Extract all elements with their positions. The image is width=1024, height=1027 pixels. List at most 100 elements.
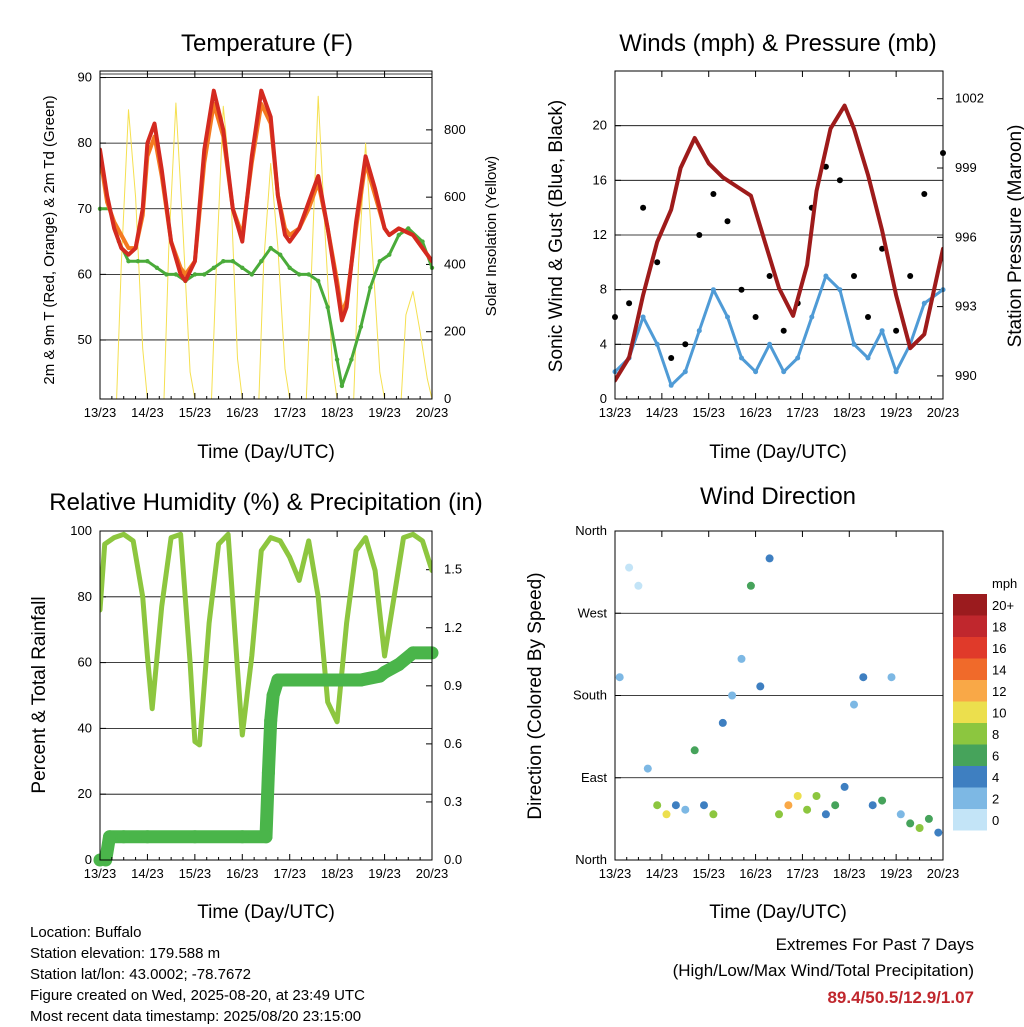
dewpoint-point [145, 259, 150, 264]
humidity-x-tick-label: 15/23 [179, 866, 212, 881]
direction-point [868, 801, 877, 810]
direction-point [709, 810, 718, 819]
temperature-x-tick-label: 16/23 [226, 405, 259, 420]
direction-point [878, 796, 887, 805]
direction-point [831, 801, 840, 810]
sonic-wind-point [696, 328, 702, 334]
winds-x-tick-label: 19/23 [880, 405, 913, 420]
direction-point [737, 654, 746, 663]
legend-swatch [953, 766, 987, 788]
station-elevation: Station elevation: 179.588 m [30, 945, 221, 962]
dewpoint-point [339, 383, 345, 389]
winds-y2-tick-label: 990 [955, 368, 977, 383]
winds-y2-tick-label: 993 [955, 299, 977, 314]
temperature-y2-tick-label: 0 [444, 391, 451, 406]
humidity-y-tick-label: 0 [85, 852, 92, 867]
direction-x-axis-label: Time (Day/UTC) [709, 902, 847, 923]
dewpoint-point [135, 259, 141, 264]
temperature-x-tick-label: 14/23 [131, 405, 164, 420]
precipitation-point [103, 830, 116, 844]
dewpoint-point [420, 239, 425, 244]
legend-swatch [953, 594, 987, 616]
humidity-x-tick-label: 13/23 [84, 866, 117, 881]
humidity-y2-tick-label: 1.2 [444, 620, 462, 635]
gust-point [696, 232, 703, 238]
winds-panel-title: Winds (mph) & Pressure (mb) [619, 30, 936, 57]
humidity-x-tick-label: 16/23 [226, 866, 259, 881]
winds-x-tick-label: 17/23 [786, 405, 819, 420]
recent-timestamp: Most recent data timestamp: 2025/08/20 2… [30, 1008, 362, 1025]
legend-label: 8 [992, 727, 999, 742]
legend-label: 6 [992, 748, 999, 763]
precipitation-point [306, 673, 320, 687]
direction-point [775, 810, 783, 819]
humidity-y2-tick-label: 0.0 [444, 852, 462, 867]
direction-point [643, 764, 652, 773]
humidity-plot: 0 20 40 60 80 100 0.0 0.3 0.6 0.9 1.2 1.5 13/23 14/23… [70, 523, 462, 881]
solar-insolation-line [100, 95, 432, 399]
direction-panel-title: Wind Direction [700, 483, 856, 510]
legend-label: 4 [992, 770, 999, 785]
legend-swatch [953, 701, 987, 723]
dewpoint-point [334, 357, 340, 362]
direction-y-tick-label: West [578, 605, 608, 620]
temperature-y2-tick-label: 400 [444, 256, 466, 271]
temperature-y-tick-label: 60 [78, 266, 92, 281]
precipitation-point [354, 673, 368, 687]
humidity-panel-title: Relative Humidity (%) & Precipitation (i… [49, 489, 482, 516]
humidity-y-tick-label: 40 [78, 720, 92, 735]
humidity-x-tick-label: 20/23 [416, 866, 449, 881]
extremes-subtitle: (High/Low/Max Wind/Total Precipitation) [672, 961, 974, 980]
direction-point [756, 682, 765, 691]
winds-y-tick-label: 16 [593, 172, 607, 187]
legend-swatch [953, 723, 987, 745]
gust-point [654, 259, 661, 266]
precipitation-point [235, 830, 249, 844]
winds-x-tick-label: 16/23 [739, 405, 772, 420]
legend-label: 10 [992, 705, 1006, 720]
humidity-y-tick-label: 80 [78, 589, 92, 604]
station-location: Location: Buffalo [30, 924, 142, 941]
winds-x-tick-label: 15/23 [692, 405, 725, 420]
direction-x-tick-label: 13/23 [599, 866, 632, 881]
winds-x-tick-label: 14/23 [646, 405, 679, 420]
precipitation-point [117, 830, 131, 844]
direction-point [728, 691, 737, 700]
dewpoint-point [259, 259, 264, 264]
precipitation-point [406, 646, 420, 660]
station-info: Location: Buffalo Station elevation: 179… [30, 922, 365, 1027]
sonic-wind-point [879, 328, 885, 334]
direction-x-tick-label: 20/23 [927, 866, 960, 881]
temperature-2m-line [100, 88, 432, 323]
direction-point [625, 563, 634, 572]
gust-point [836, 177, 843, 184]
gust-point [626, 300, 633, 307]
direction-point [634, 581, 643, 590]
temperature-x-tick-label: 18/23 [321, 405, 354, 420]
humidity-y2-tick-label: 0.3 [444, 794, 462, 809]
direction-point [821, 810, 830, 819]
precipitation-point [140, 830, 154, 844]
gust-point [766, 273, 773, 279]
direction-point [681, 805, 690, 814]
temperature-y2-tick-label: 600 [444, 189, 466, 204]
legend-label: 20+ [992, 598, 1014, 613]
legend-swatch [953, 615, 987, 637]
humidity-y-tick-label: 20 [78, 786, 92, 801]
direction-x-tick-label: 19/23 [880, 866, 913, 881]
dewpoint-point [268, 245, 273, 251]
winds-y2-tick-label: 996 [955, 229, 977, 244]
direction-y-tick-label: South [573, 688, 607, 703]
precipitation-point [283, 673, 297, 687]
direction-y-tick-label: East [581, 770, 607, 785]
gust-point [893, 327, 900, 334]
direction-point [812, 792, 821, 800]
gust-point [780, 327, 787, 334]
direction-point [671, 801, 680, 810]
humidity-x-axis-label: Time (Day/UTC) [197, 902, 335, 923]
dewpoint-point [368, 285, 373, 290]
direction-point [924, 814, 933, 823]
dewpoint-point [173, 272, 179, 277]
legend-unit: mph [992, 576, 1017, 591]
sonic-wind-point [725, 314, 730, 320]
